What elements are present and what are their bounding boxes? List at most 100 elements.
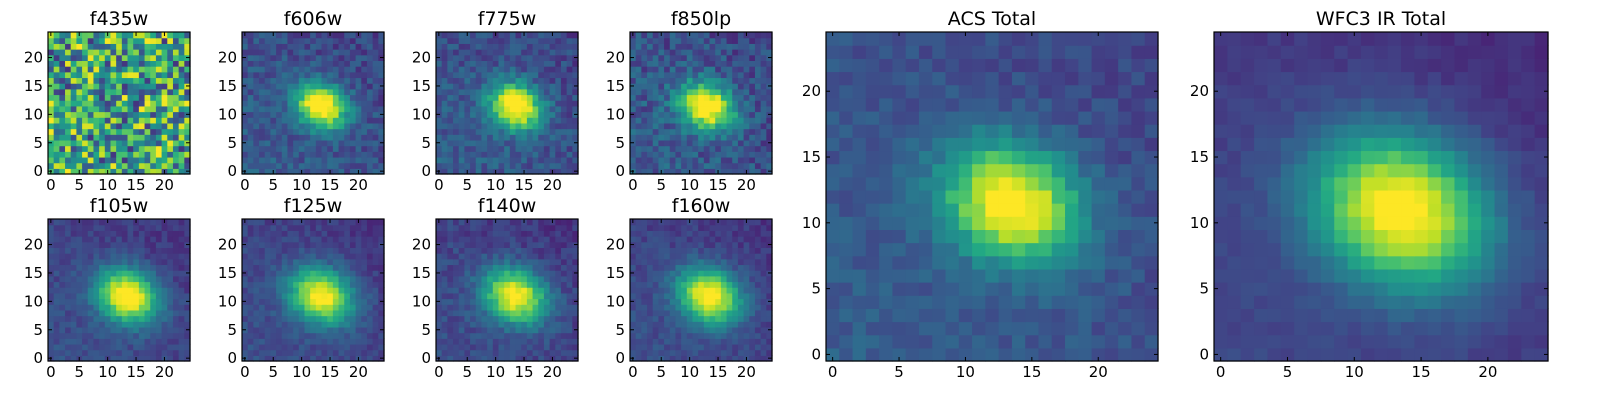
heatmap-cell	[116, 83, 123, 90]
heatmap-cell	[355, 145, 362, 152]
heatmap-cell	[344, 292, 351, 300]
heatmap-cell	[172, 60, 180, 67]
heatmap-cell	[566, 241, 573, 248]
heatmap-cell	[504, 230, 511, 237]
y-tick-label: 20	[218, 49, 237, 67]
heatmap-cell	[93, 315, 100, 322]
heatmap-cell	[669, 105, 677, 113]
heatmap-cell	[327, 264, 334, 271]
heatmap-cell	[276, 287, 283, 294]
heatmap-cell	[361, 321, 368, 328]
heatmap-cell	[121, 100, 129, 107]
heatmap-cell	[732, 145, 739, 152]
heatmap-cell	[543, 60, 551, 67]
heatmap-cell	[264, 128, 271, 135]
heatmap-cell	[161, 343, 168, 351]
heatmap-cell	[315, 230, 323, 237]
heatmap-cell	[270, 275, 277, 283]
heatmap-cell	[276, 151, 283, 158]
heatmap-cell	[127, 219, 134, 226]
heatmap-cell	[281, 49, 289, 56]
heatmap-cell	[48, 60, 55, 67]
heatmap-cell	[155, 168, 163, 175]
heatmap-cell	[104, 224, 112, 231]
heatmap-cell	[110, 37, 117, 44]
heatmap-cell	[521, 83, 528, 90]
heatmap-cell	[99, 241, 106, 248]
heatmap-cell	[703, 151, 711, 158]
heatmap-cell	[344, 281, 351, 288]
heatmap-cell	[453, 88, 460, 96]
heatmap-cell	[686, 54, 694, 61]
heatmap-cell	[167, 304, 174, 311]
heatmap-cell	[178, 77, 185, 84]
heatmap-cell	[732, 332, 739, 339]
heatmap-cell	[487, 94, 494, 101]
heatmap-cell	[253, 49, 260, 56]
heatmap-cell	[647, 54, 654, 61]
heatmap-cell	[110, 88, 117, 96]
heatmap-cell	[93, 151, 100, 158]
heatmap-cell	[555, 253, 562, 260]
heatmap-cell	[247, 151, 254, 158]
heatmap-cell	[754, 117, 762, 124]
heatmap-cell	[760, 275, 767, 283]
y-tick-label: 10	[606, 105, 625, 123]
heatmap-cell	[276, 66, 283, 73]
heatmap-cell	[509, 71, 517, 79]
heatmap-cell	[630, 105, 637, 113]
heatmap-cell	[732, 128, 739, 135]
heatmap-cell	[470, 355, 477, 362]
heatmap-cell	[726, 151, 733, 158]
heatmap-cell	[658, 343, 665, 351]
heatmap-cell	[338, 71, 345, 79]
heatmap-cell	[543, 71, 551, 79]
heatmap-cell	[304, 88, 311, 96]
heatmap-cell	[760, 343, 767, 351]
heatmap-cell	[481, 32, 488, 39]
heatmap-cell	[121, 315, 129, 322]
heatmap-cell	[692, 105, 699, 113]
heatmap-cell	[555, 304, 562, 311]
heatmap-cell	[87, 281, 95, 288]
heatmap-cell	[304, 343, 311, 351]
heatmap-cell	[321, 43, 328, 50]
heatmap-cell	[65, 100, 72, 107]
heatmap-cell	[538, 100, 545, 107]
heatmap-cell	[82, 332, 89, 339]
heatmap-cell	[732, 88, 739, 96]
heatmap-cell	[349, 94, 357, 101]
heatmap-cell	[287, 83, 294, 90]
heatmap-cell	[138, 151, 146, 158]
heatmap-cell	[521, 321, 528, 328]
heatmap-cell	[304, 162, 311, 169]
heatmap-cell	[349, 241, 357, 248]
heatmap-cell	[538, 326, 545, 334]
heatmap-cell	[116, 162, 123, 169]
heatmap-cell	[242, 43, 249, 50]
heatmap-cell	[70, 111, 77, 118]
heatmap-cell	[161, 83, 168, 90]
heatmap-cell	[453, 258, 460, 266]
heatmap-cell	[464, 309, 471, 317]
heatmap-cell	[715, 128, 722, 135]
heatmap-cell	[138, 32, 146, 39]
heatmap-cell	[87, 32, 95, 39]
heatmap-cell	[321, 281, 328, 288]
heatmap-cell	[167, 60, 174, 67]
x-tick-label: 0	[240, 176, 250, 194]
heatmap-cell	[560, 298, 568, 305]
heatmap-cell	[361, 247, 368, 254]
heatmap-cell	[538, 77, 545, 84]
heatmap-cell	[76, 247, 83, 254]
heatmap-cell	[441, 49, 448, 56]
heatmap-cell	[543, 236, 551, 243]
heatmap-cell	[138, 275, 146, 283]
heatmap-cell	[116, 309, 123, 317]
heatmap-cell	[532, 224, 539, 231]
heatmap-cell	[327, 338, 334, 345]
heatmap-cell	[475, 77, 483, 84]
heatmap-cell	[766, 287, 773, 294]
heatmap-cell	[703, 117, 711, 124]
heatmap-cell	[743, 162, 750, 169]
